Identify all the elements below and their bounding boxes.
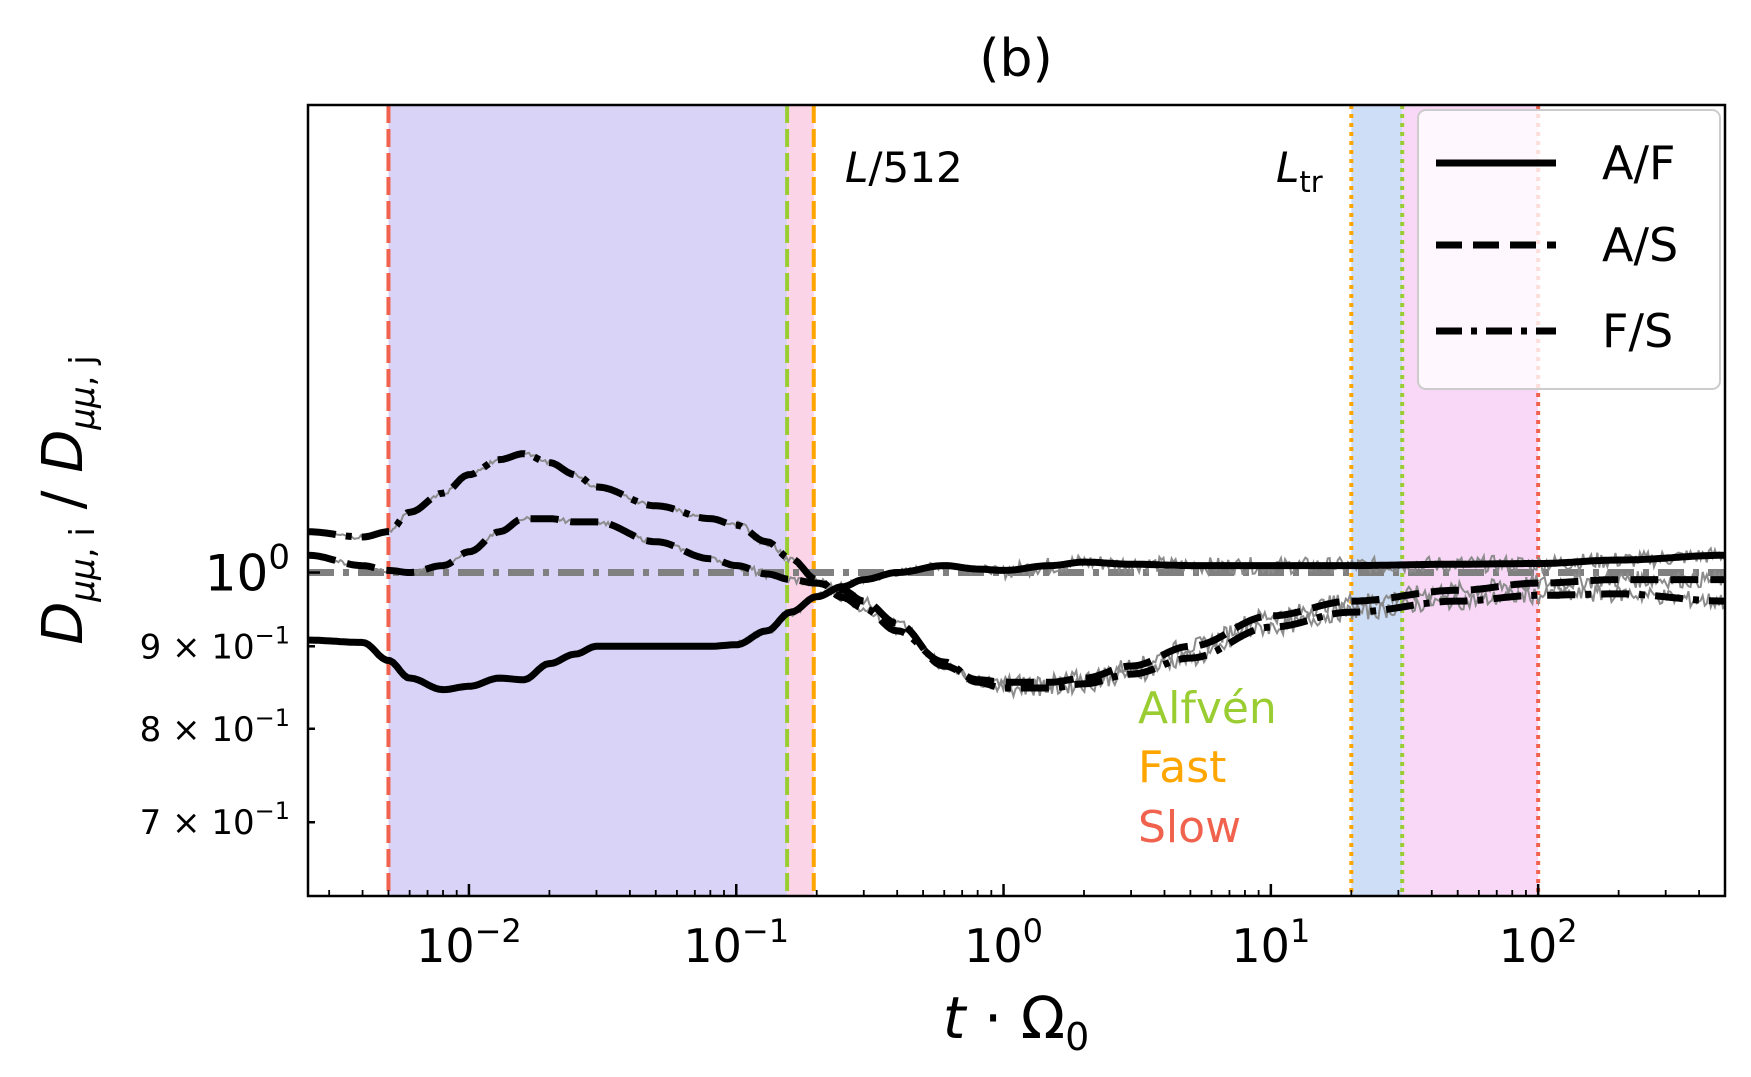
axes-frame [306, 103, 1727, 898]
legend-box [1417, 109, 1721, 390]
x-tick-label-0: 10−2 [416, 912, 522, 973]
legend: A/F A/S F/S [1417, 109, 1721, 390]
color-key-fast: Fast [1138, 742, 1226, 793]
shaded-region-2 [1351, 105, 1403, 896]
annotation-l512: L/512 [845, 143, 963, 192]
x-tick-label-2: 100 [964, 912, 1043, 973]
chart-title: (b) [979, 29, 1053, 89]
y-axis-label: Dμμ, i / Dμμ, j [31, 355, 103, 644]
series-line-a-s [308, 515, 1725, 686]
annotation-ltr: Ltr [1276, 143, 1323, 199]
y-tick-label-3: 7 × 10−1 [140, 797, 290, 843]
series-line-a-f [308, 551, 1725, 694]
y-tick-label-1: 9 × 10−1 [140, 621, 290, 667]
x-axis-label: t · Ω0 [943, 984, 1090, 1059]
x-tick-label-4: 102 [1499, 912, 1578, 973]
x-tick-label-3: 101 [1231, 912, 1310, 973]
x-tick-label-1: 10−1 [683, 912, 789, 973]
shaded-region-1 [787, 105, 814, 896]
color-key-alfven: Alfvén [1138, 683, 1277, 734]
legend-label-fs: F/S [1602, 304, 1673, 358]
legend-label-as: A/S [1602, 218, 1678, 272]
series-noise-f-s [308, 450, 1725, 700]
y-tick-label-0: 100 [205, 538, 290, 603]
legend-label-af: A/F [1602, 136, 1675, 190]
y-tick-label-2: 8 × 10−1 [140, 704, 290, 750]
shaded-region-0 [388, 105, 788, 896]
color-key-slow: Slow [1138, 802, 1241, 853]
